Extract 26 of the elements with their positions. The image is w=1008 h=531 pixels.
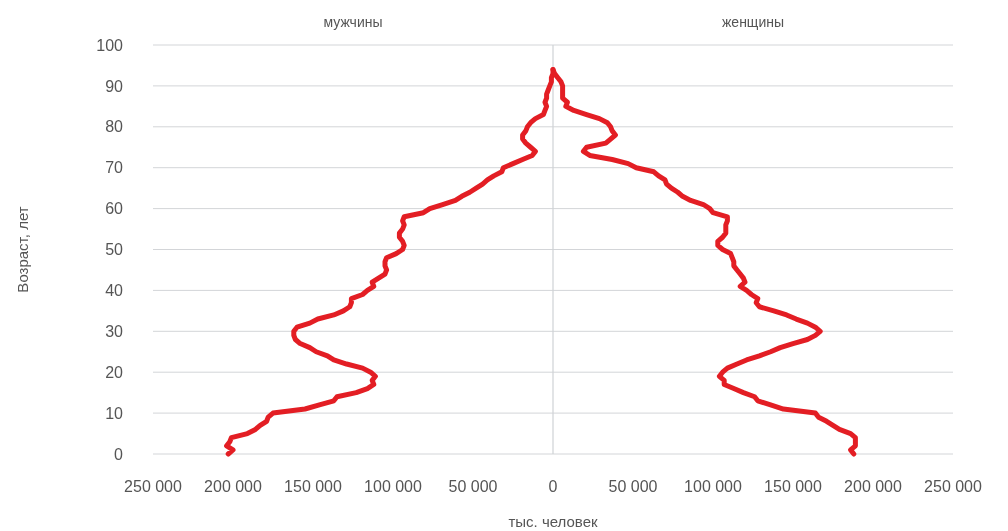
text: женщины <box>721 14 785 30</box>
x-tick-label: 100 000 <box>684 478 743 495</box>
x-tick-label: 250 000 <box>124 478 183 495</box>
y-tick-label: 80 <box>105 118 124 136</box>
y-tick-label: 50 <box>105 241 124 259</box>
y-tick-label: 20 <box>105 363 124 381</box>
y-tick-label: 70 <box>105 159 124 177</box>
x-tick-label: 50 000 <box>608 478 658 495</box>
x-tick-label: 100 000 <box>364 478 423 495</box>
y-tick-label: 90 <box>105 77 124 95</box>
y-tick-label: 100 <box>96 36 124 54</box>
y-tick-label: 10 <box>105 404 124 422</box>
x-axis-title: тыс. человек <box>508 513 598 530</box>
x-tick-label: 150 000 <box>284 478 343 495</box>
y-tick-label: 30 <box>105 322 124 340</box>
y-axis-title: Возраст, лет <box>14 206 31 293</box>
x-tick-label: 0 <box>548 478 558 495</box>
x-tick-label: 150 000 <box>764 478 823 495</box>
y-tick-label: 60 <box>105 200 124 218</box>
y-tick-label: 0 <box>114 445 124 463</box>
y-tick-label: 40 <box>105 282 124 299</box>
x-tick-label: 200 000 <box>204 478 263 495</box>
x-tick-label: 250 000 <box>924 478 983 495</box>
text: мужчины <box>323 14 383 30</box>
x-tick-label: 200 000 <box>844 478 903 495</box>
x-tick-label: 50 000 <box>448 478 498 495</box>
